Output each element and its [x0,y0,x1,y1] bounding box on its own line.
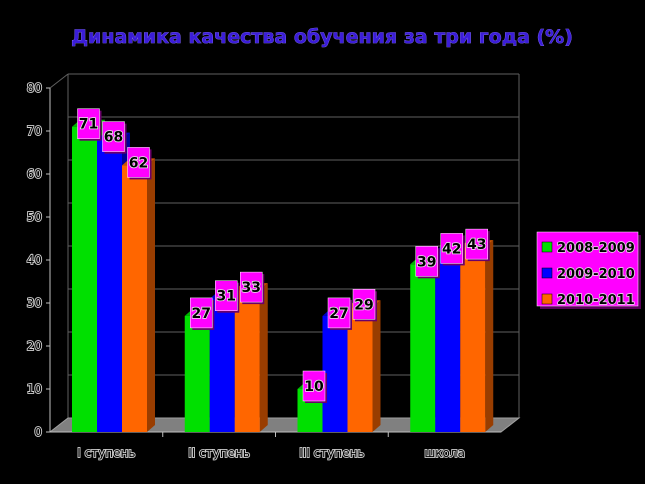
x-tick-label: III ступень [299,446,364,460]
bar [97,139,122,432]
data-label: 29 [354,297,373,313]
data-label: 71 [79,117,98,133]
data-label: 10 [304,379,324,395]
data-label-box [240,271,263,303]
data-label: 62 [129,155,148,171]
bar [184,315,210,432]
data-label-box [127,147,150,178]
data-label-box [77,108,100,139]
y-tick-label: 40 [27,253,42,267]
x-tick-label: I ступень [77,446,135,460]
data-label: 33 [242,280,261,296]
data-label-box [440,233,463,264]
data-label-box [465,228,488,260]
data-label-box [352,289,376,320]
data-label: 43 [467,237,486,253]
legend-box [536,231,639,307]
bar-side [485,240,494,432]
data-label: 27 [192,306,211,322]
data-label-box [415,246,438,277]
bar [410,264,436,432]
side-wall-edge [49,73,69,89]
data-label: 31 [217,289,236,305]
bar [234,290,260,432]
legend-swatch [541,293,553,305]
plot-area: 0 10 20 30 40 50 60 70 80 I ступень II ступень III … [26,73,521,461]
bar-side [372,300,381,432]
y-tick-label: 80 [27,81,42,95]
legend-swatch [541,267,553,279]
x-tick-label: II ступень [188,446,250,460]
legend: 2008-2009 2009-2010 2010-2011 [536,231,641,309]
y-tick-label: 10 [27,382,42,396]
bar-side [147,158,155,432]
data-label: 39 [417,254,436,270]
y-tick-label: 0 [34,425,42,439]
legend-swatch [541,241,553,253]
y-tick-label: 60 [27,167,42,181]
data-label-box [327,297,351,329]
data-label: 68 [104,130,123,146]
bar [72,126,97,432]
x-tick-label: школа [424,446,465,460]
legend-label: 2010-2011 [557,293,635,308]
legend-label: 2008-2009 [557,241,635,256]
bar [122,165,147,432]
data-label-box [215,280,238,311]
data-label-box [302,370,326,402]
y-tick-label: 70 [27,124,42,138]
legend-label: 2009-2010 [557,267,635,282]
data-label: 27 [329,306,348,322]
bar [460,247,486,432]
bar [435,251,461,432]
data-label-box [190,297,213,329]
y-tick-label: 50 [27,210,42,224]
data-label-box [102,121,125,152]
bar-side [259,283,268,432]
chart-title: Динамика качества обучения за три года (… [71,26,573,48]
y-tick-label: 30 [27,296,42,310]
y-tick-label: 20 [27,339,42,353]
data-label: 42 [442,241,461,257]
